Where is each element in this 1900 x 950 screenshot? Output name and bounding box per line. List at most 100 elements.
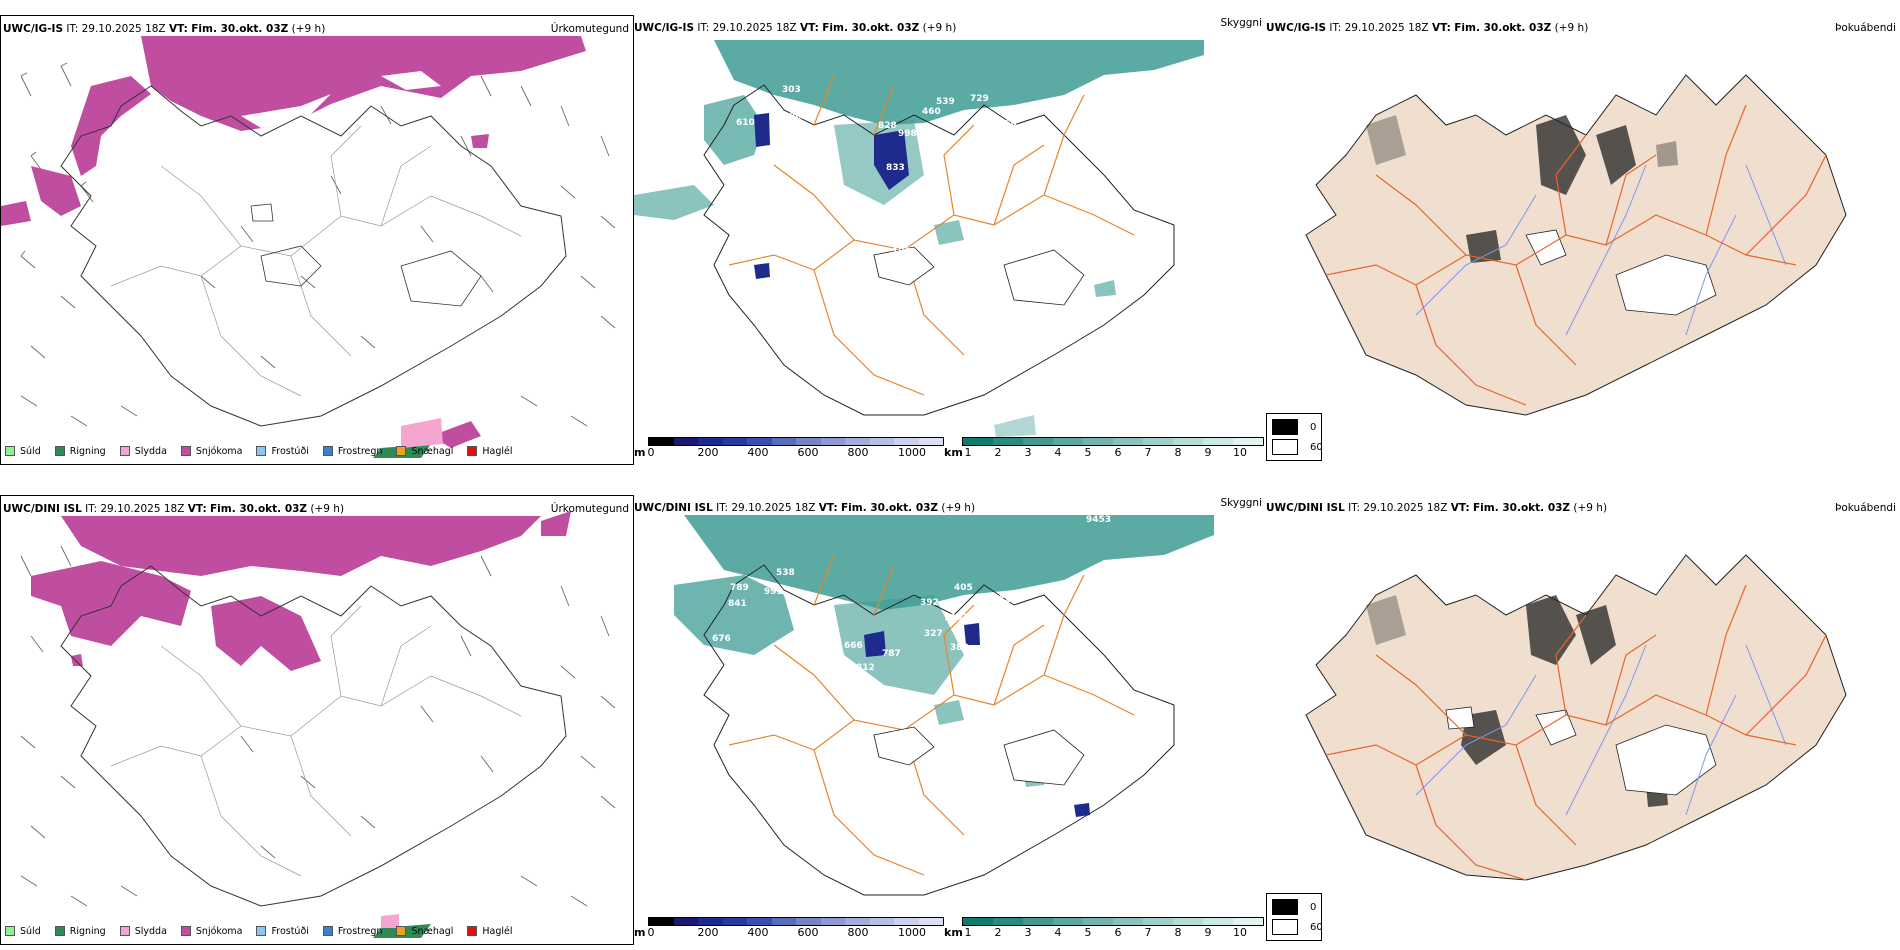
legend-swatch — [180, 446, 191, 456]
legend-item: Slydda — [119, 446, 167, 457]
peak-label: 729 — [970, 94, 989, 104]
colorbar-tick: 5 — [1084, 926, 1092, 939]
peak-label: 1 — [1050, 323, 1057, 333]
colorbar-unit: m — [634, 926, 646, 939]
legend-item: Frostúði — [256, 926, 309, 937]
colorbar-tick: 10 — [1233, 446, 1247, 459]
peak-label: 383 — [950, 643, 969, 653]
legend-swatch — [256, 446, 267, 456]
colorbar-tick: 3 — [1024, 446, 1032, 459]
colorbar-tick: 1000 — [898, 926, 926, 939]
colorbar-tick: 800 — [847, 926, 869, 939]
colorbar-unit: m — [634, 446, 646, 459]
panel-title: Þokuábendi — [1835, 502, 1896, 514]
distance-colorbar-fill — [962, 437, 1264, 446]
cloud-map-1 — [634, 40, 1204, 437]
colorbar-tick: 6 — [1114, 446, 1122, 459]
colorbar-tick: 800 — [847, 446, 869, 459]
glaciers-white — [1525, 229, 1717, 316]
coastline — [703, 564, 1175, 896]
visibility-map-2 — [1305, 554, 1847, 881]
peak-label: 998 — [898, 129, 917, 139]
legend-swatch — [54, 446, 65, 456]
visibility-map-1 — [1305, 74, 1847, 416]
peak-label: 329 — [956, 666, 975, 676]
precip-legend: Súld Rigning Slydda Snjókoma Frostúði Fr… — [5, 442, 521, 460]
legend-item: Rigning — [54, 926, 106, 937]
colorbar-tick: 9 — [1204, 926, 1212, 939]
fog-shading — [1366, 595, 1668, 807]
colorbar-tick: 10 — [1233, 926, 1247, 939]
sleet-area — [381, 914, 399, 928]
shade-swatch — [1272, 919, 1298, 935]
legend-swatch — [322, 926, 333, 936]
glacier-outlines — [873, 246, 1085, 306]
cloud-shading — [674, 515, 1214, 787]
panel-title: Skyggni — [1220, 17, 1263, 29]
distance-colorbar: km 1 2 3 4 5 6 7 8 9 10 — [944, 437, 1264, 461]
legend-item: Rigning — [54, 446, 106, 457]
colorbar-tick: 8 — [1174, 446, 1182, 459]
shade-swatch — [1272, 899, 1298, 915]
colorbar-tick: 3 — [1024, 926, 1032, 939]
legend-swatch — [467, 926, 478, 936]
peak-label: 719 — [940, 727, 959, 737]
glacier-outlines — [873, 726, 1085, 786]
snow-gaps — [241, 71, 441, 128]
peak-label: 539 — [936, 97, 955, 107]
legend-swatch — [180, 926, 191, 936]
snow-area — [1, 36, 586, 448]
precip-type-map-1 — [1, 36, 616, 458]
peak-label: 193 — [892, 247, 911, 257]
colorbar-tick: 200 — [697, 926, 719, 939]
legend-item: Snæhagl — [396, 446, 453, 457]
panel-header: UWC/IG-IS IT: 29.10.2025 18Z VT: Fim. 30… — [1266, 22, 1589, 34]
road-network — [110, 125, 522, 397]
peak-label: 1133 — [956, 185, 982, 195]
legend-swatch — [256, 926, 267, 936]
roads — [1325, 584, 1827, 881]
peak-label: 303 — [782, 85, 801, 95]
shade-legend-row: 60 — [1272, 439, 1323, 455]
colorbar-tick: 600 — [797, 926, 819, 939]
glaciers-white — [1445, 706, 1717, 796]
panel-header: UWC/DINI ISL IT: 29.10.2025 18Z VT: Fim.… — [634, 502, 976, 514]
panel-header: UWC/IG-IS IT: 29.10.2025 18Z VT: Fim. 30… — [634, 22, 957, 34]
peak-label: 429 — [924, 153, 943, 163]
colorbar-tick: 4 — [1054, 926, 1062, 939]
height-colorbar: m 0 200 400 600 800 1000 — [634, 917, 944, 941]
legend-swatch — [396, 446, 407, 456]
legend-item: Snjókoma — [180, 926, 242, 937]
legend-item: Súld — [5, 926, 41, 937]
distance-colorbar: km 1 2 3 4 5 6 7 8 9 10 — [944, 917, 1264, 941]
peak-label: 999 — [764, 587, 783, 597]
legend-swatch — [119, 926, 130, 936]
rivers — [1415, 644, 1787, 816]
shade-swatch — [1272, 439, 1298, 455]
peak-label: 538 — [776, 568, 795, 578]
iceland-coastline — [60, 565, 567, 907]
colorbar-tick: 7 — [1144, 446, 1152, 459]
legend-item: Frostregn — [322, 926, 382, 937]
colorbar-tick: 2 — [994, 926, 1002, 939]
visibility-panel-1: UWC/IG-IS IT: 29.10.2025 18Z VT: Fim. 30… — [1266, 15, 1900, 455]
legend-item: Haglél — [467, 926, 513, 937]
fog-shade-legend-1: 0 60 — [1266, 413, 1323, 461]
peak-label: 460 — [922, 107, 941, 117]
iceland-coastline — [60, 85, 567, 427]
colorbar-tick: 600 — [797, 446, 819, 459]
shade-legend-row: 0 — [1272, 419, 1316, 435]
cloud-panel-1: UWC/IG-IS IT: 29.10.2025 18Z VT: Fim. 30… — [634, 15, 1264, 465]
peak-label: 962 — [789, 112, 808, 122]
rivers — [1415, 164, 1787, 336]
colorbar-tick: 1 — [964, 926, 972, 939]
colorbar-tick: 1 — [964, 446, 972, 459]
shade-legend-row: 60 — [1272, 919, 1323, 935]
land-fill — [1305, 74, 1847, 416]
colorbar-tick: 6 — [1114, 926, 1122, 939]
cloud-map-2 — [674, 515, 1214, 896]
peak-label: 9453 — [1086, 515, 1112, 525]
colorbar-tick: 0 — [647, 926, 655, 939]
legend-item: Frostregn — [322, 446, 382, 457]
legend-item: Slydda — [119, 926, 167, 937]
